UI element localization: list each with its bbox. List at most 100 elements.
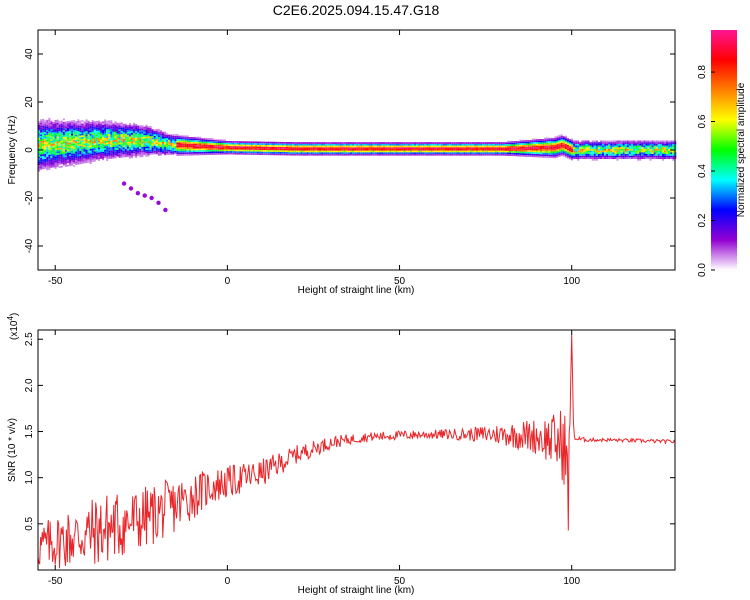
heatmap-cell <box>102 121 105 124</box>
heatmap-cell <box>575 155 578 158</box>
heatmap-cell <box>157 135 160 138</box>
heatmap-cell <box>161 148 165 151</box>
heatmap-cell <box>571 155 574 157</box>
heatmap-cell <box>432 150 435 153</box>
heatmap-cell <box>457 150 460 153</box>
heatmap-cell <box>325 147 328 149</box>
snr-y-ticks: 0.51.01.52.02.5 <box>24 332 675 531</box>
heatmap-cell <box>56 121 59 123</box>
heatmap-cell <box>368 145 371 148</box>
heatmap-cell <box>174 135 177 138</box>
heatmap-cell <box>283 143 286 146</box>
heatmap-cell <box>333 142 336 144</box>
heatmap-cell <box>66 132 69 135</box>
heatmap-cell <box>589 152 592 154</box>
heatmap-cell <box>226 147 229 150</box>
heatmap-cell <box>81 155 84 158</box>
heatmap-cell <box>546 154 549 157</box>
heatmap-cell <box>554 148 557 150</box>
heatmap-cell <box>552 138 555 140</box>
heatmap-cell <box>128 155 131 157</box>
heatmap-cell <box>99 133 103 136</box>
heatmap-cell <box>372 142 375 144</box>
heatmap-cell <box>442 148 445 151</box>
heatmap-cell <box>635 153 638 156</box>
heatmap-cell <box>436 153 439 156</box>
heatmap-cell <box>444 153 448 156</box>
heatmap-cell <box>87 156 90 158</box>
heatmap-cell <box>630 153 633 156</box>
heatmap-cell <box>459 142 462 144</box>
heatmap-cell <box>124 140 127 143</box>
heatmap-cell <box>211 149 214 152</box>
heatmap-cell <box>46 168 49 171</box>
heatmap-cell <box>360 145 363 148</box>
heatmap-cell <box>64 151 67 154</box>
heatmap-cell <box>405 148 408 151</box>
heatmap-cell <box>108 128 111 131</box>
heatmap-cell <box>416 148 419 151</box>
heatmap-cell <box>242 149 245 152</box>
heatmap-cell <box>228 147 231 150</box>
heatmap-cell <box>93 143 96 145</box>
heatmap-cell <box>240 147 243 150</box>
heatmap-cell <box>166 141 169 144</box>
heatmap-cell <box>407 152 410 154</box>
heatmap-cell <box>420 150 423 153</box>
heatmap-cell <box>38 134 41 137</box>
heatmap-cell <box>236 147 239 150</box>
heatmap-cell <box>529 140 532 142</box>
heatmap-cell <box>122 125 125 128</box>
heatmap-cell <box>639 157 642 159</box>
heatmap-cell <box>195 150 198 152</box>
heatmap-cell <box>318 148 322 151</box>
heatmap-cell <box>219 139 222 142</box>
heatmap-cell <box>614 143 617 146</box>
heatmap-cell <box>533 142 536 144</box>
heatmap-cell <box>87 139 90 141</box>
heatmap-cell <box>653 145 656 148</box>
heatmap-cell <box>362 152 365 154</box>
heatmap-cell <box>48 141 51 143</box>
x-tick-label: -50 <box>48 276 63 287</box>
heatmap-cell <box>155 145 158 148</box>
heatmap-cell <box>318 152 322 154</box>
heatmap-cell <box>108 127 111 129</box>
heatmap-cell <box>97 159 100 161</box>
heatmap-cell <box>89 153 92 156</box>
heatmap-cell <box>337 142 340 144</box>
heatmap-cell <box>577 145 580 148</box>
heatmap-cell <box>300 145 303 148</box>
heatmap-cell <box>523 144 526 147</box>
heatmap-cell <box>93 154 96 157</box>
heatmap-cell <box>143 128 146 131</box>
heatmap-cell <box>44 163 47 166</box>
heatmap-cell <box>46 145 49 147</box>
heatmap-cell <box>168 153 171 155</box>
heatmap-cell <box>230 141 233 143</box>
heatmap-cell <box>383 145 386 148</box>
heatmap-cell <box>145 153 148 156</box>
heatmap-cell <box>527 153 530 156</box>
heatmap-cell <box>304 148 307 151</box>
heatmap-cell <box>145 155 148 157</box>
heatmap-cell <box>79 139 82 141</box>
heatmap-cell <box>496 152 499 154</box>
heatmap-cell <box>246 148 249 150</box>
heatmap-cell <box>66 158 69 160</box>
heatmap-cell <box>577 153 580 156</box>
heatmap-cell <box>411 153 415 156</box>
heatmap-cell <box>116 141 119 144</box>
heatmap-cell <box>168 141 171 144</box>
heatmap-cell <box>566 146 569 149</box>
heatmap-cell <box>66 147 69 150</box>
heatmap-cell <box>192 136 196 139</box>
heatmap-cell <box>624 140 627 143</box>
heatmap-cell <box>556 137 559 140</box>
heatmap-cell <box>426 147 429 149</box>
heatmap-cell <box>374 147 377 149</box>
heatmap-cell <box>374 152 377 154</box>
heatmap-cell <box>281 148 284 151</box>
heatmap-cell <box>256 146 260 149</box>
